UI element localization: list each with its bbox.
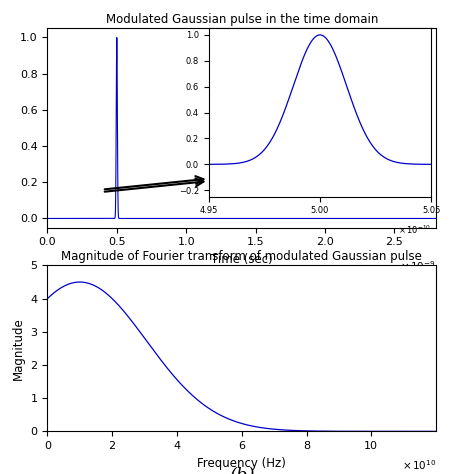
Text: (a): (a)	[229, 269, 254, 287]
Y-axis label: Magnitude: Magnitude	[12, 317, 25, 380]
X-axis label: Frequency (Hz): Frequency (Hz)	[197, 456, 286, 470]
Title: Modulated Gaussian pulse in the time domain: Modulated Gaussian pulse in the time dom…	[106, 13, 378, 26]
Title: Magnitude of Fourier transform of modulated Gaussian pulse: Magnitude of Fourier transform of modula…	[61, 250, 422, 263]
Text: $\times\,10^{-9}$: $\times\,10^{-9}$	[400, 259, 436, 273]
Text: $\times\,10^{10}$: $\times\,10^{10}$	[401, 458, 436, 472]
Text: $\times\,10^{-10}$: $\times\,10^{-10}$	[398, 224, 431, 236]
Text: (b): (b)	[229, 467, 255, 474]
X-axis label: Time (sec): Time (sec)	[211, 253, 273, 266]
